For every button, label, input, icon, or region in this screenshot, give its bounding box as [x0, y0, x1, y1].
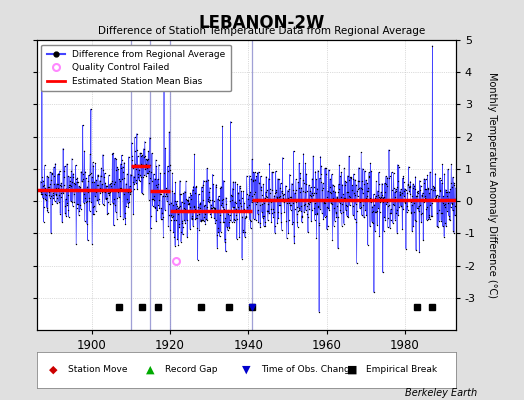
Text: Empirical Break: Empirical Break [366, 365, 437, 374]
Y-axis label: Monthly Temperature Anomaly Difference (°C): Monthly Temperature Anomaly Difference (… [487, 72, 497, 298]
Text: Time of Obs. Change: Time of Obs. Change [261, 365, 355, 374]
Text: Difference of Station Temperature Data from Regional Average: Difference of Station Temperature Data f… [99, 26, 425, 36]
Text: LEBANON-2W: LEBANON-2W [199, 14, 325, 32]
Text: ◆: ◆ [49, 364, 58, 374]
Text: Record Gap: Record Gap [165, 365, 217, 374]
Text: ■: ■ [347, 364, 357, 374]
Text: ▲: ▲ [146, 364, 154, 374]
Text: Station Move: Station Move [68, 365, 128, 374]
Legend: Difference from Regional Average, Quality Control Failed, Estimated Station Mean: Difference from Regional Average, Qualit… [41, 44, 231, 91]
Text: ▼: ▼ [242, 364, 250, 374]
Text: Berkeley Earth: Berkeley Earth [405, 388, 477, 398]
